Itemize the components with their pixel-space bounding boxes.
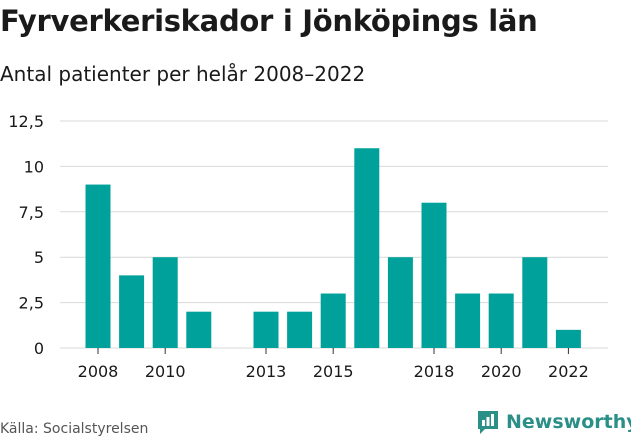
y-tick-label: 5 <box>34 248 44 267</box>
y-tick-label: 2,5 <box>19 294 44 313</box>
bar-2016 <box>354 148 380 348</box>
x-tick-label: 2020 <box>481 362 522 381</box>
newsworthy-logo-icon <box>478 411 498 434</box>
bars <box>85 148 581 348</box>
bar-2008 <box>85 184 111 348</box>
y-tick-label: 12,5 <box>8 112 44 131</box>
bar-2014 <box>287 311 313 348</box>
brand-logo: Newsworthy <box>476 409 631 435</box>
bar-2021 <box>522 257 548 348</box>
bar-2019 <box>455 293 481 348</box>
y-tick-label: 10 <box>24 157 44 176</box>
y-tick-label: 7,5 <box>19 203 44 222</box>
bar-2018 <box>421 202 447 348</box>
x-tick-label: 2015 <box>313 362 354 381</box>
x-tick-label: 2022 <box>548 362 589 381</box>
bar-2017 <box>387 257 413 348</box>
chart-subtitle: Antal patienter per helår 2008–2022 <box>0 62 366 86</box>
bar-2010 <box>152 257 178 348</box>
x-tick-label: 2010 <box>145 362 186 381</box>
brand-name: Newsworthy <box>506 411 631 433</box>
x-axis-ticks: 2008 2010 2013 2015 2018 2020 2022 <box>78 348 589 381</box>
bar-2022 <box>555 329 581 348</box>
bar-2009 <box>119 275 145 348</box>
chart-title: Fyrverkeriskador i Jönköpings län <box>0 4 538 38</box>
bar-2013 <box>253 311 279 348</box>
x-tick-label: 2013 <box>246 362 287 381</box>
source-note: Källa: Socialstyrelsen <box>0 421 149 437</box>
bar-2011 <box>186 311 212 348</box>
x-tick-label: 2018 <box>414 362 455 381</box>
y-tick-label: 0 <box>34 339 44 358</box>
bar-2020 <box>488 293 514 348</box>
x-tick-label: 2008 <box>78 362 119 381</box>
y-axis-ticks: 0 2,5 5 7,5 10 12,5 <box>8 112 44 358</box>
bar-2015 <box>320 293 346 348</box>
